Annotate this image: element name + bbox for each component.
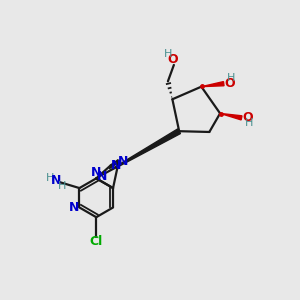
Text: N: N <box>69 201 79 214</box>
Polygon shape <box>220 113 242 120</box>
Text: O: O <box>224 77 235 90</box>
Text: Cl: Cl <box>90 236 103 248</box>
Text: H: H <box>46 172 54 183</box>
Text: O: O <box>167 53 178 66</box>
Text: N: N <box>118 155 128 168</box>
Polygon shape <box>96 129 181 178</box>
Text: N: N <box>111 159 121 172</box>
Text: H: H <box>58 181 66 190</box>
Polygon shape <box>201 82 224 87</box>
Text: H: H <box>164 49 173 59</box>
Text: H: H <box>245 118 253 128</box>
Text: N: N <box>51 174 61 187</box>
Text: O: O <box>242 111 253 124</box>
Text: H: H <box>227 73 236 83</box>
Text: N: N <box>91 167 101 179</box>
Text: N: N <box>96 170 107 183</box>
